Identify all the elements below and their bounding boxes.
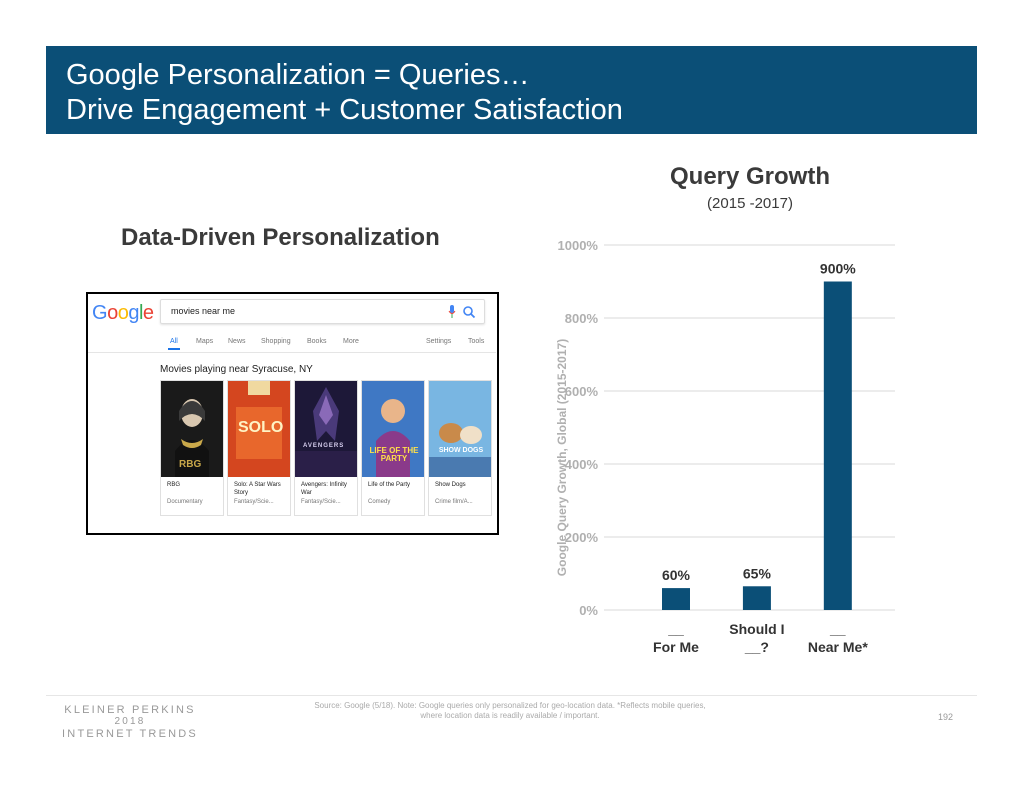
- nav-divider: [88, 352, 496, 353]
- y-tick-label: 600%: [565, 384, 599, 399]
- search-input[interactable]: movies near me: [160, 299, 485, 324]
- source-note: Source: Google (5/18). Note: Google quer…: [280, 701, 740, 721]
- query-growth-chart: 0% 200% 400% 600% 800% 1000% Google Query Grow…: [555, 238, 895, 655]
- title-banner: Google Personalization = Queries… Drive …: [46, 46, 977, 134]
- movie-poster-avengers: AVENGERS: [295, 381, 357, 477]
- chart-subtitle: (2015 -2017): [707, 195, 793, 212]
- movie-poster-solo: SOLO: [228, 381, 290, 477]
- tab-all[interactable]: All: [170, 338, 178, 345]
- movie-genre-solo: Fantasy/Scie...: [234, 499, 274, 505]
- tab-maps[interactable]: Maps: [196, 338, 214, 345]
- google-logo: Google: [92, 302, 154, 324]
- x-tick-label: For Me: [653, 639, 699, 655]
- poster-text-life-of-the-party: LIFE OF THE PARTY: [369, 446, 419, 463]
- movie-card-avengers[interactable]: AVENGERS Avengers: Infinity War Fantasy/…: [294, 380, 358, 516]
- movie-title-rbg: RBG: [167, 482, 181, 488]
- source-line-2: where location data is readily available…: [420, 711, 600, 720]
- movie-genre-show-dogs: Crime film/A...: [435, 499, 473, 505]
- tab-tools[interactable]: Tools: [468, 338, 485, 345]
- logo-line-2: 2018: [114, 716, 146, 727]
- source-line-1: Source: Google (5/18). Note: Google quer…: [314, 701, 706, 710]
- movie-card-show-dogs[interactable]: SHOW DOGS Show Dogs Crime film/A...: [428, 380, 492, 516]
- data-label: 900%: [820, 261, 856, 277]
- bar: [662, 588, 690, 610]
- search-query: movies near me: [171, 306, 236, 316]
- movie-poster-show-dogs: SHOW DOGS: [429, 381, 491, 477]
- movie-card-rbg[interactable]: RBG RBG Documentary: [160, 380, 224, 516]
- footer-divider: [46, 695, 977, 696]
- movie-genre-life-of-the-party: Comedy: [368, 499, 391, 505]
- kleiner-perkins-logo: KLEINER PERKINS 2018 INTERNET TRENDS: [60, 704, 200, 740]
- x-tick-label: Should I: [729, 621, 784, 637]
- movies-heading: Movies playing near Syracuse, NY: [160, 364, 313, 375]
- x-tick-label: __: [667, 621, 684, 637]
- x-tick-label: __?: [744, 639, 769, 655]
- google-search-screenshot: Google movies near me All Maps News Shop…: [86, 292, 499, 535]
- logo-line-1: KLEINER PERKINS: [64, 704, 196, 716]
- data-label: 60%: [662, 567, 691, 583]
- y-tick-label: 200%: [565, 530, 599, 545]
- poster-text-avengers: AVENGERS: [303, 443, 345, 449]
- tab-settings[interactable]: Settings: [426, 338, 452, 345]
- x-tick-label: __: [829, 621, 846, 637]
- y-tick-label: 0%: [579, 603, 598, 618]
- tab-news[interactable]: News: [228, 338, 246, 345]
- search-nav-tabs: All Maps News Shopping Books More Settin…: [88, 338, 496, 350]
- poster-text-show-dogs: SHOW DOGS: [438, 447, 484, 454]
- y-tick-label: 400%: [565, 457, 599, 472]
- tab-books[interactable]: Books: [307, 338, 327, 345]
- bar: [823, 281, 852, 610]
- slide-title-line-2: Drive Engagement + Customer Satisfaction: [66, 94, 623, 126]
- y-axis-label: Google Query Growth, Global (2015-2017): [555, 339, 569, 576]
- y-tick-label: 800%: [565, 311, 599, 326]
- section-title: Data-Driven Personalization: [121, 224, 440, 251]
- microphone-icon[interactable]: [448, 305, 456, 319]
- poster-text-rbg: RBG: [179, 459, 202, 470]
- movie-poster-rbg: RBG: [161, 381, 223, 477]
- logo-line-3: INTERNET TRENDS: [62, 728, 198, 740]
- movie-poster-life-of-the-party: LIFE OF THE PARTY: [362, 381, 424, 477]
- page-number: 192: [938, 712, 954, 722]
- x-tick-label: Near Me*: [808, 639, 868, 655]
- movie-genre-avengers: Fantasy/Scie...: [301, 499, 341, 505]
- tab-more[interactable]: More: [343, 338, 359, 345]
- poster-text-solo: SOLO: [238, 419, 284, 436]
- movie-card-solo[interactable]: SOLO Solo: A Star Wars Story Fantasy/Sci…: [227, 380, 291, 516]
- movie-genre-rbg: Documentary: [167, 499, 203, 505]
- bar: [742, 586, 771, 610]
- movie-card-life-of-the-party[interactable]: LIFE OF THE PARTY Life of the Party Come…: [361, 380, 425, 516]
- movie-title-solo: Solo: A Star Wars Story: [234, 482, 281, 496]
- active-tab-underline: [168, 348, 180, 350]
- movie-title-avengers: Avengers: Infinity War: [301, 482, 347, 496]
- movie-title-show-dogs: Show Dogs: [435, 482, 466, 488]
- tab-shopping[interactable]: Shopping: [261, 338, 291, 345]
- slide-title-line-1: Google Personalization = Queries…: [66, 59, 530, 91]
- chart-title: Query Growth: [669, 163, 831, 190]
- search-icon[interactable]: [462, 305, 476, 319]
- movie-title-life-of-the-party: Life of the Party: [368, 482, 411, 488]
- data-label: 65%: [743, 565, 772, 581]
- y-tick-label: 1000%: [558, 238, 599, 253]
